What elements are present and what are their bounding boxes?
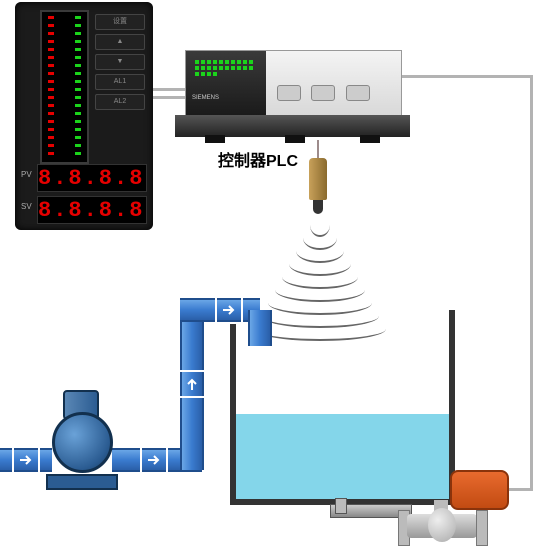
pump-base [46,474,118,490]
flow-arrow-1 [12,446,40,474]
plc-port-2 [311,85,335,101]
plc-status-leds [194,59,258,77]
ctrl-btn-5[interactable]: AL2 [95,94,145,110]
plc-din-rail [175,115,410,137]
wave-4 [289,264,351,276]
bargraph-display [40,10,89,164]
ctrl-btn-1[interactable]: 设置 [95,14,145,30]
ctrl-btn-3[interactable]: ▼ [95,54,145,70]
ctrl-btn-2[interactable]: ▲ [95,34,145,50]
valve-ball [428,508,456,542]
valve-actuator [450,470,509,510]
display-controller: 设置 ▲ ▼ AL1 AL2 PV 8.8.8.8 SV 8.8.8.8 [15,2,153,230]
plc-body: SIEMENS [185,50,402,117]
flow-arrow-3 [178,370,206,398]
ctrl-btn-4[interactable]: AL1 [95,74,145,90]
wave-6 [275,290,365,302]
valve-flange-right [476,510,488,546]
plc-cpu-module: SIEMENS [186,51,266,116]
flow-arrow-2 [140,446,168,474]
centrifugal-pump [38,390,123,490]
wave-2 [303,238,337,250]
pipe-drop-in-tank [248,310,272,346]
sv-label: SV [21,202,32,211]
flow-arrow-4 [215,296,243,324]
wave-5 [282,277,358,289]
plc-port-3 [346,85,370,101]
pump-volute [52,412,113,473]
pv-display: 8.8.8.8 [37,164,147,192]
wave-1 [310,225,330,237]
plc-unit: SIEMENS [185,50,400,145]
signal-wire-plc-right-top [398,75,533,78]
signal-wire-ctrl-plc [153,88,187,91]
tank-outlet-stub [335,498,347,514]
plc-brand: SIEMENS [192,95,219,101]
sensor-cable [317,140,319,160]
plc-label-text: 控制器PLC [218,147,298,171]
ultrasonic-sensor [309,158,327,220]
signal-wire-ctrl-plc-2 [153,96,187,99]
wave-3 [296,251,344,263]
signal-wire-right-down [530,75,533,490]
pv-label: PV [21,170,32,179]
controller-buttons: 设置 ▲ ▼ AL1 AL2 [95,14,147,114]
motorized-valve [392,470,512,550]
plc-port-1 [277,85,301,101]
sv-display: 8.8.8.8 [37,196,147,224]
